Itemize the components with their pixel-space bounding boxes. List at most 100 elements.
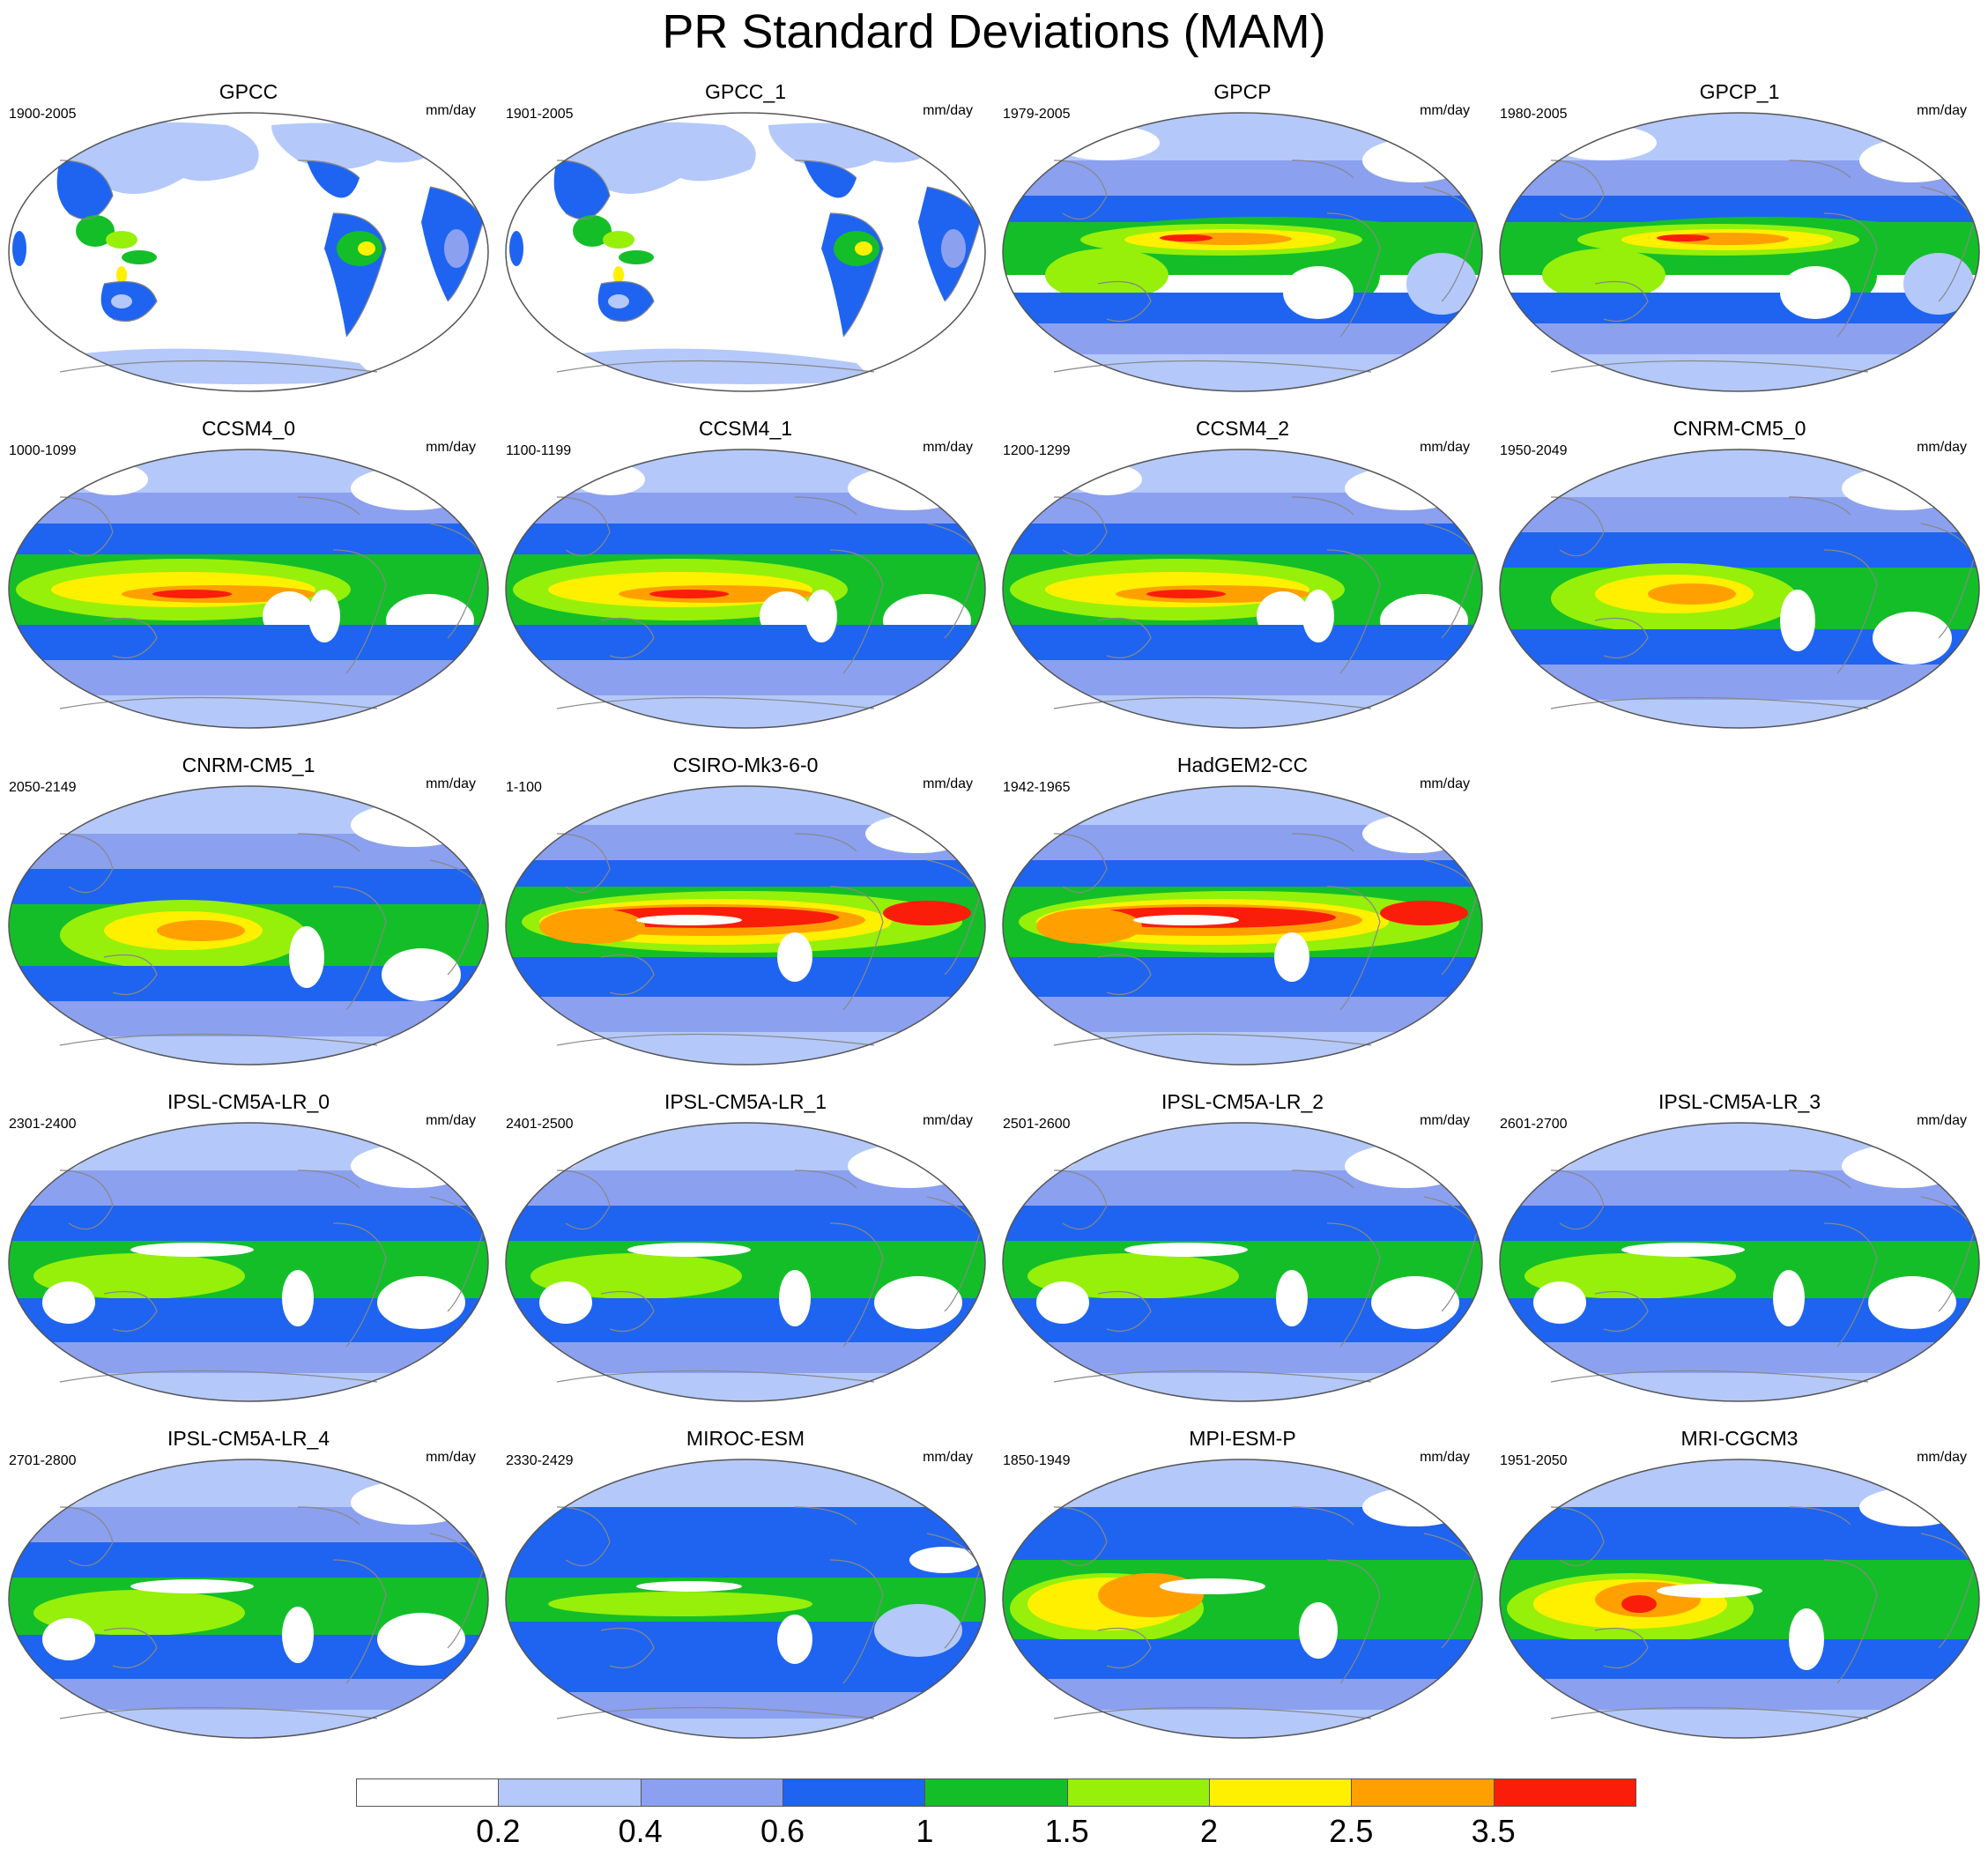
globe-map	[505, 449, 986, 729]
map-panel-grid: GPCC 1900-2005 mm/day GPCC_1 1901-2005 mm/day…	[0, 79, 1988, 1739]
map-panel: CCSM4_0 1000-1099 mm/day	[0, 416, 497, 753]
panel-units: mm/day	[1420, 1450, 1470, 1465]
colorbar-box	[1066, 1778, 1210, 1807]
panel-title: IPSL-CM5A-LR_0	[167, 1090, 330, 1113]
map-panel: IPSL-CM5A-LR_4 2701-2800 mm/day	[0, 1426, 497, 1763]
globe-map	[1002, 112, 1483, 392]
precip-field	[1500, 113, 1979, 391]
precip-field	[1500, 1459, 1979, 1738]
globe-map	[505, 112, 986, 392]
globe-map	[1002, 449, 1483, 729]
colorbar-label: 3.5	[1471, 1813, 1516, 1849]
precip-field	[506, 786, 985, 1065]
map-panel: MPI-ESM-P 1850-1949 mm/day	[994, 1426, 1491, 1763]
map-outline	[1002, 449, 1483, 729]
colorbar-box	[1493, 1778, 1636, 1807]
panel-title: GPCP_1	[1699, 80, 1780, 103]
panel-units: mm/day	[923, 440, 973, 455]
panel-years: 2301-2400	[9, 1117, 77, 1132]
map-outline	[1499, 1459, 1980, 1739]
globe-map	[8, 1459, 489, 1739]
panel-years: 1200-1299	[1003, 443, 1071, 458]
panel-units: mm/day	[1420, 440, 1470, 455]
precip-field	[1003, 113, 1482, 391]
map-outline	[1002, 1122, 1483, 1402]
globe-map	[8, 785, 489, 1066]
map-outline	[505, 1122, 986, 1402]
precip-field	[1003, 449, 1482, 728]
map-outline	[1499, 112, 1980, 392]
precip-field	[1500, 449, 1979, 728]
panel-years: 1979-2005	[1003, 107, 1071, 122]
map-panel: MRI-CGCM3 1951-2050 mm/day	[1491, 1426, 1988, 1763]
panel-title: GPCP	[1213, 80, 1272, 103]
panel-units: mm/day	[426, 1450, 476, 1465]
map-outline	[8, 1459, 489, 1739]
panel-units: mm/day	[1420, 103, 1470, 118]
globe-map	[1499, 112, 1980, 392]
panel-units: mm/day	[923, 1113, 973, 1128]
precip-field	[9, 449, 488, 728]
panel-years: 1942-1965	[1003, 780, 1071, 795]
panel-title: IPSL-CM5A-LR_2	[1161, 1090, 1324, 1113]
panel-title: CCSM4_0	[201, 417, 296, 440]
globe-map	[1002, 785, 1483, 1066]
panel-units: mm/day	[1420, 776, 1470, 791]
map-outline	[1002, 1459, 1483, 1739]
colorbar-label: 0.4	[618, 1813, 663, 1849]
panel-title: GPCC_1	[704, 80, 787, 103]
globe-map	[1499, 1459, 1980, 1739]
panel-title: CCSM4_2	[1195, 417, 1290, 440]
panel-years: 1980-2005	[1500, 107, 1568, 122]
panel-units: mm/day	[923, 1450, 973, 1465]
globe-map	[8, 449, 489, 729]
map-panel: IPSL-CM5A-LR_1 2401-2500 mm/day	[497, 1089, 994, 1426]
panel-units: mm/day	[923, 776, 973, 791]
map-outline	[8, 785, 489, 1066]
panel-title: CCSM4_1	[698, 417, 793, 440]
panel-years: 2330-2429	[506, 1453, 574, 1468]
panel-units: mm/day	[426, 103, 476, 118]
map-panel: CCSM4_2 1200-1299 mm/day	[994, 416, 1491, 753]
precip-field	[1003, 1123, 1482, 1401]
panel-units: mm/day	[1917, 1450, 1967, 1465]
colorbar-label: 0.2	[476, 1813, 521, 1849]
colorbar-label: 1	[916, 1813, 934, 1849]
map-outline	[505, 1459, 986, 1739]
panel-units: mm/day	[1917, 1113, 1967, 1128]
panel-title: GPCC	[219, 80, 278, 103]
precip-field	[506, 113, 985, 391]
colorbar-box	[1351, 1778, 1495, 1807]
colorbar-box	[356, 1778, 500, 1807]
globe-map	[505, 1122, 986, 1402]
panel-units: mm/day	[1917, 103, 1967, 118]
colorbar-box	[640, 1778, 783, 1807]
map-outline	[1499, 449, 1980, 729]
panel-years: 2050-2149	[9, 780, 77, 795]
figure-title: PR Standard Deviations (MAM)	[662, 5, 1326, 58]
globe-map	[505, 1459, 986, 1739]
map-panel: GPCC 1900-2005 mm/day	[0, 79, 497, 416]
panel-units: mm/day	[426, 1113, 476, 1128]
panel-units: mm/day	[923, 103, 973, 118]
colorbar-label: 2.5	[1329, 1813, 1374, 1849]
precip-field	[1003, 1459, 1482, 1738]
panel-years: 1900-2005	[9, 107, 77, 122]
panel-title: CSIRO-Mk3-6-0	[672, 754, 819, 776]
panel-years: 1-100	[506, 780, 542, 795]
map-outline	[8, 1122, 489, 1402]
map-panel: IPSL-CM5A-LR_3 2601-2700 mm/day	[1491, 1089, 1988, 1426]
panel-title: IPSL-CM5A-LR_3	[1658, 1090, 1821, 1113]
colorbar-label: 1.5	[1044, 1813, 1089, 1849]
map-outline	[1499, 1122, 1980, 1402]
colorbar-box	[498, 1778, 642, 1807]
panel-title: IPSL-CM5A-LR_4	[167, 1427, 330, 1450]
panel-years: 2401-2500	[506, 1117, 574, 1132]
panel-units: mm/day	[426, 440, 476, 455]
precip-field	[9, 786, 488, 1065]
precip-field	[506, 449, 985, 728]
map-outline	[1002, 112, 1483, 392]
globe-map	[1002, 1122, 1483, 1402]
precip-field	[1500, 1123, 1979, 1401]
map-panel: MIROC-ESM 2330-2429 mm/day	[497, 1426, 994, 1763]
